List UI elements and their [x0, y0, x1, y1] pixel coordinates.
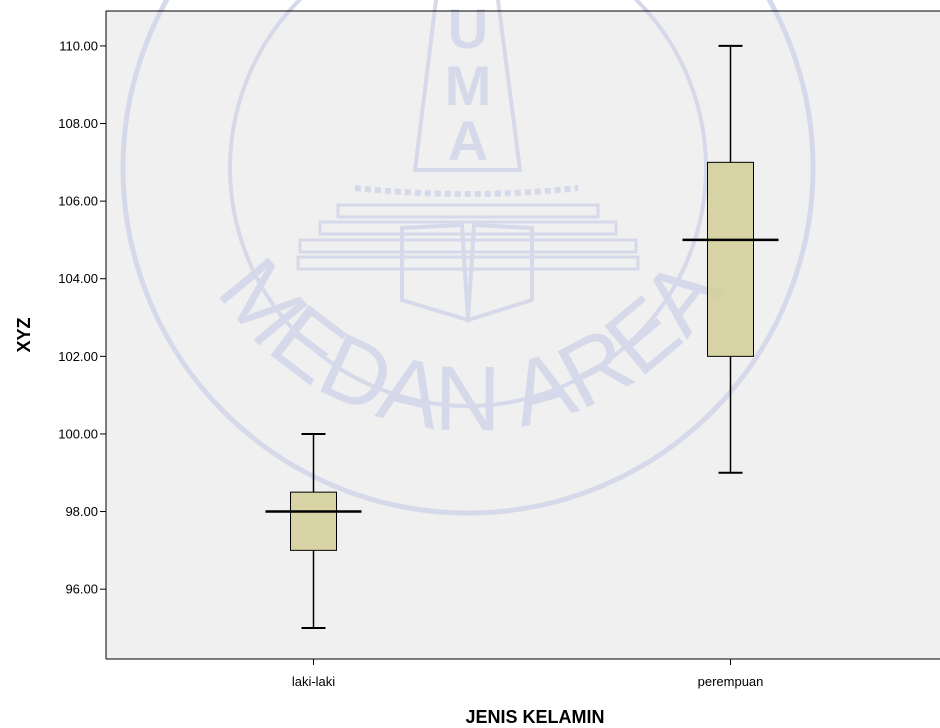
- watermark-inner-ring: [228, 0, 708, 408]
- y-tick-label: 110.00: [59, 38, 98, 53]
- watermark-open-book-icon: [400, 222, 534, 323]
- watermark-letter: U: [448, 0, 488, 60]
- watermark-chain: [354, 185, 579, 197]
- x-tick-label: perempuan: [698, 674, 764, 689]
- watermark-letter: M: [445, 54, 492, 117]
- watermark-letter: A: [448, 109, 488, 172]
- watermark-step: [336, 203, 600, 219]
- boxplot-series: [265, 44, 779, 629]
- iqr-box: [290, 491, 337, 551]
- y-tick-label: 108.00: [58, 116, 98, 131]
- y-tick-label: 102.00: [58, 349, 98, 364]
- y-axis-title: XYZ: [14, 317, 34, 352]
- x-axis-title: JENIS KELAMIN: [465, 707, 604, 727]
- y-tick-label: 96.00: [65, 582, 98, 597]
- y-tick-label: 98.00: [65, 504, 98, 519]
- watermark-outer-ring: [120, 0, 816, 516]
- watermark-step: [298, 238, 638, 254]
- watermark-step: [296, 255, 640, 271]
- axes: 96.00 98.00 100.00 102.00 104.00 106.00 108.00…: [58, 10, 940, 689]
- box-perempuan: [682, 44, 779, 474]
- box-laki-laki: [265, 432, 362, 629]
- watermark-step: [318, 220, 618, 236]
- x-tick-label: laki-laki: [292, 674, 335, 689]
- iqr-box: [707, 161, 754, 357]
- y-tick-label: 100.00: [58, 426, 98, 441]
- y-tick-label: 106.00: [58, 194, 98, 209]
- y-tick-label: 104.00: [58, 271, 98, 286]
- watermark-monument: [412, 0, 523, 172]
- plot-area: [106, 11, 940, 659]
